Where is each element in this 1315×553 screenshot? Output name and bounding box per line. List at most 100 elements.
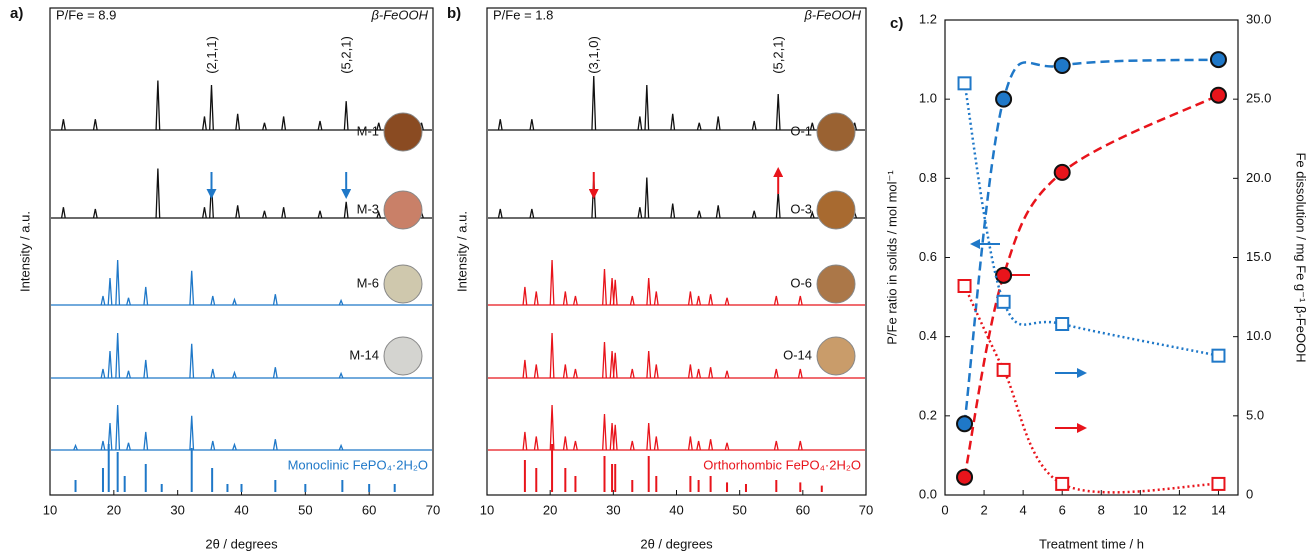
- y-tick-label: 1.0: [919, 91, 937, 106]
- x-tick-label: 10: [1133, 502, 1147, 517]
- peak: [235, 113, 241, 131]
- peak: [775, 190, 781, 219]
- peak: [281, 207, 287, 219]
- peak: [715, 205, 721, 219]
- y-tick-label: 1.2: [919, 11, 937, 26]
- peak: [687, 364, 693, 379]
- peak: [591, 75, 597, 131]
- data-point: [1053, 57, 1071, 75]
- x-tick-label: 40: [234, 502, 248, 517]
- x-tick-label: 40: [669, 502, 683, 517]
- x-tick-label: 30: [606, 502, 620, 517]
- y2-tick-label: 15.0: [1246, 249, 1271, 264]
- peak: [262, 122, 267, 131]
- peak: [189, 343, 195, 379]
- peak: [60, 207, 66, 219]
- peak: [696, 210, 702, 219]
- data-point: [996, 294, 1011, 309]
- peak: [338, 443, 344, 451]
- sample-label: M-1: [357, 123, 379, 138]
- peak: [376, 122, 382, 131]
- x-tick-label: 0: [941, 502, 948, 517]
- x-tick-label: 20: [543, 502, 557, 517]
- peak: [232, 370, 237, 379]
- y-axis-label: Intensity / a.u.: [17, 211, 32, 292]
- data-point: [1053, 163, 1071, 181]
- sample-label: M-14: [349, 347, 379, 362]
- data-point: [1211, 348, 1226, 363]
- peak: [562, 436, 568, 451]
- y2-tick-label: 5.0: [1246, 407, 1264, 422]
- x-axis-label: 2θ / degrees: [205, 536, 278, 551]
- reference-label: Monoclinic FePO₄·2H₂O: [288, 457, 428, 472]
- peak: [107, 422, 113, 451]
- peak: [562, 291, 568, 306]
- peak: [670, 113, 676, 131]
- peak: [317, 210, 323, 219]
- peak: [155, 168, 161, 219]
- y-tick-label: 0.0: [919, 486, 937, 501]
- peak: [272, 294, 278, 306]
- peak: [272, 367, 278, 379]
- peak: [115, 332, 121, 379]
- peak: [522, 431, 528, 451]
- peak: [210, 368, 216, 379]
- y2-axis-label: Fe dissolution / mg Fe g⁻¹ β-FeOOH: [1294, 152, 1309, 362]
- sample-photo: [816, 264, 856, 304]
- peak: [609, 422, 615, 451]
- x-tick-label: 4: [1020, 502, 1027, 517]
- trend-line: [963, 83, 1219, 357]
- x-tick-label: 10: [480, 502, 494, 517]
- peak: [572, 440, 578, 451]
- data-point: [957, 279, 972, 293]
- peak: [797, 368, 803, 379]
- y2-tick-label: 25.0: [1246, 91, 1271, 106]
- peak: [73, 443, 78, 451]
- peak: [533, 364, 539, 379]
- data-point: [1209, 51, 1227, 69]
- sample-label: O-6: [790, 275, 812, 290]
- peak: [100, 440, 106, 451]
- peak: [549, 404, 555, 451]
- x-tick-label: 14: [1211, 502, 1225, 517]
- peak: [232, 297, 237, 306]
- x-tick-label: 70: [859, 502, 873, 517]
- peak: [232, 442, 237, 451]
- peak: [609, 350, 615, 379]
- y-tick-label: 0.4: [919, 328, 937, 343]
- peak: [724, 297, 730, 306]
- peak: [687, 291, 693, 306]
- data-point: [995, 266, 1013, 284]
- peak: [708, 367, 714, 379]
- sample-photo: [383, 336, 423, 376]
- peak: [155, 80, 161, 131]
- peak: [533, 436, 539, 451]
- peak: [696, 122, 702, 131]
- peak: [262, 210, 267, 219]
- hkl-label: (3,1,0): [586, 36, 601, 74]
- peak: [60, 119, 66, 131]
- peak: [612, 279, 618, 306]
- peak: [338, 298, 344, 306]
- x-tick-label: 2: [980, 502, 987, 517]
- x-tick-label: 50: [298, 502, 312, 517]
- sample-photo: [816, 112, 856, 152]
- peak: [775, 93, 781, 131]
- peak: [696, 440, 702, 451]
- peak: [637, 207, 643, 219]
- peak: [751, 120, 757, 131]
- y2-tick-label: 30.0: [1246, 11, 1271, 26]
- y-axis-label: Intensity / a.u.: [454, 211, 469, 292]
- peak: [773, 368, 779, 379]
- x-tick-label: 8: [1098, 502, 1105, 517]
- data-point: [1209, 86, 1227, 104]
- x-tick-label: 10: [43, 502, 57, 517]
- peak: [609, 277, 615, 306]
- peak: [572, 295, 578, 306]
- peak: [126, 442, 131, 451]
- peak: [708, 439, 714, 451]
- peak: [646, 350, 652, 379]
- sample-photo: [383, 190, 423, 230]
- peak: [572, 368, 578, 379]
